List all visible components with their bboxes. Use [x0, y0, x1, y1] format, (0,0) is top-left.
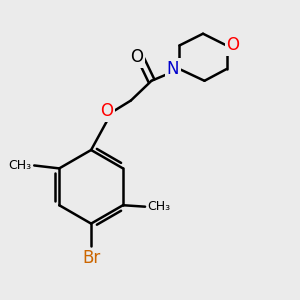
- Text: CH₃: CH₃: [9, 159, 32, 172]
- Text: O: O: [100, 102, 113, 120]
- Text: N: N: [167, 60, 179, 78]
- Text: Br: Br: [82, 249, 100, 267]
- Text: O: O: [130, 48, 143, 66]
- Text: O: O: [226, 37, 239, 55]
- Text: CH₃: CH₃: [147, 200, 170, 213]
